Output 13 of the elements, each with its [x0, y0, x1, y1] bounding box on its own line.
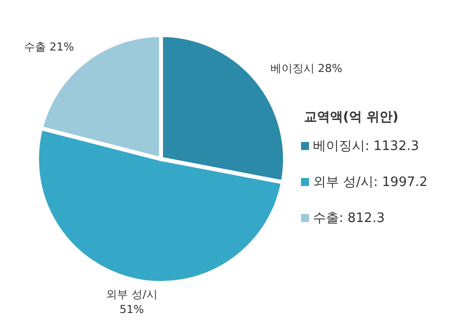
data-label: 28%	[318, 62, 342, 75]
data-label: 51%	[120, 302, 144, 316]
slice-label: 외부 성/시	[106, 288, 158, 301]
text: : 1997.2	[374, 174, 428, 190]
text: : 812.3	[339, 210, 385, 226]
slice-label: 수출	[24, 40, 46, 54]
text: : 1132.3	[365, 138, 419, 154]
slice-label: 베이징시	[270, 62, 314, 75]
legend-label: 수출	[313, 210, 339, 227]
legend-title: 교역액(억 위안)	[304, 109, 398, 126]
legend-label: 베이징시	[313, 138, 365, 155]
data-label: 21%	[50, 40, 74, 54]
legend-label: 외부 성/시	[313, 174, 374, 191]
